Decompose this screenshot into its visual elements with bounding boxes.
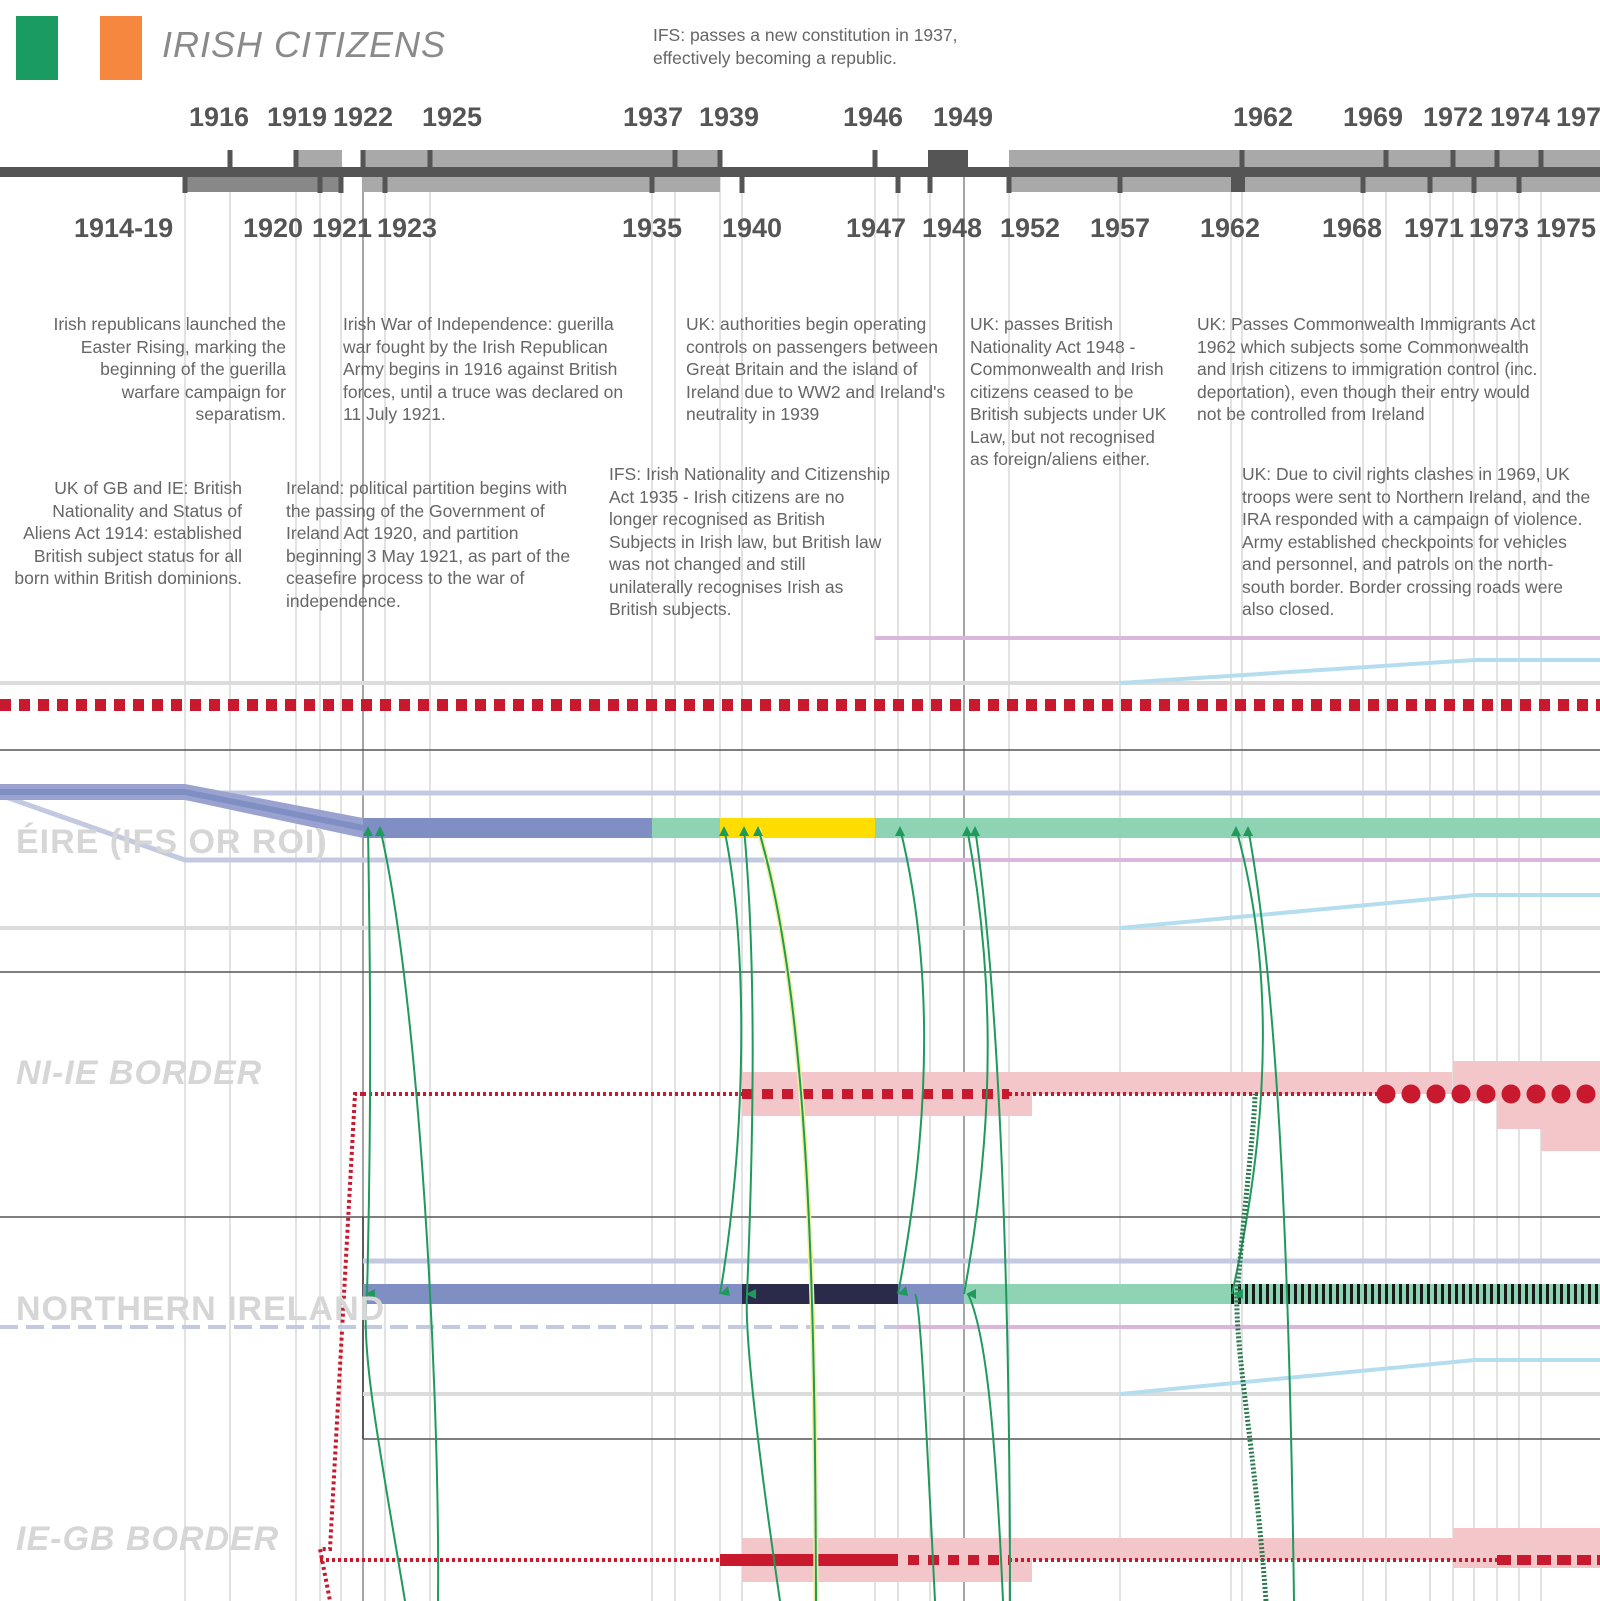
note-partition: Ireland: political partition begins with…	[286, 478, 571, 611]
year-label-top: 1974	[1490, 102, 1551, 132]
note-constitution-1937: IFS: passes a new constitution in 1937, …	[653, 25, 958, 68]
year-label-bottom: 1968	[1322, 213, 1383, 243]
year-label-bottom: 1921	[312, 213, 373, 243]
note-troubles-1969: UK: Due to civil rights clashes in 1969,…	[1242, 464, 1591, 619]
year-label-bottom: 1973	[1469, 213, 1530, 243]
year-label-top: 1962	[1233, 102, 1294, 132]
note-bna-1948: UK: passes British Nationality Act 1948 …	[970, 314, 1167, 469]
note-bnsa-1914: UK of GB and IE: British Nationality and…	[14, 478, 242, 588]
year-label-top: 1946	[843, 102, 904, 132]
note-easter-rising: Irish republicans launched the Easter Ri…	[53, 314, 286, 424]
lane-label-eire: ÉIRE (IFS OR ROI)	[16, 823, 328, 861]
eire-lane-lines	[0, 636, 1600, 973]
lane-label-ni-ie-border: NI-IE BORDER	[16, 1054, 263, 1092]
page-title: IRISH CITIZENS	[162, 24, 447, 65]
year-label-bottom: 1947	[846, 213, 907, 243]
connection-arrows	[364, 827, 1295, 1601]
year-label-bottom: 1962	[1200, 213, 1261, 243]
year-label-top: 197	[1556, 102, 1600, 132]
eire-status-band	[0, 784, 1600, 838]
year-label-bottom: 1952	[1000, 213, 1061, 243]
year-label-top: 1939	[699, 102, 760, 132]
year-label-bottom: 1914-19	[74, 213, 174, 243]
year-label-top: 1916	[189, 102, 250, 132]
year-label-top: 1937	[623, 102, 684, 132]
lane-label-northern-ireland: NORTHERN IRELAND	[16, 1290, 386, 1328]
year-label-top: 1925	[422, 102, 483, 132]
year-label-bottom: 1957	[1090, 213, 1151, 243]
lane-label-ie-gb-border: IE-GB BORDER	[16, 1520, 280, 1558]
year-label-bottom: 1948	[922, 213, 983, 243]
year-label-bottom: 1975	[1536, 213, 1597, 243]
year-label-top: 1969	[1343, 102, 1404, 132]
year-label-bottom: 1971	[1404, 213, 1465, 243]
note-cia-1962: UK: Passes Commonwealth Immigrants Act 1…	[1197, 314, 1538, 424]
year-label-bottom: 1935	[622, 213, 683, 243]
ie-gb-border-lane	[320, 1528, 1600, 1582]
note-ifs-1935: IFS: Irish Nationality and Citizenship A…	[609, 464, 891, 619]
dotted-transfer-arrows	[1234, 1093, 1269, 1601]
year-label-bottom: 1920	[243, 213, 304, 243]
note-war-of-independence: Irish War of Independence: guerilla war …	[343, 314, 624, 424]
timeline-ticks	[182, 150, 1544, 193]
year-label-bottom: 1923	[377, 213, 438, 243]
year-label-top: 1919	[267, 102, 328, 132]
note-ww2-controls: UK: authorities begin operating controls…	[686, 314, 946, 424]
flag-green-block	[16, 16, 58, 80]
flag-orange-block	[100, 16, 142, 80]
arrow-heads	[363, 826, 1253, 1299]
year-label-top: 1972	[1423, 102, 1484, 132]
year-label-top: 1922	[333, 102, 394, 132]
year-label-bottom: 1940	[722, 213, 783, 243]
year-label-top: 1949	[933, 102, 994, 132]
northern-ireland-lane	[0, 1216, 1600, 1440]
ni-ie-border-lane	[317, 1061, 1600, 1601]
